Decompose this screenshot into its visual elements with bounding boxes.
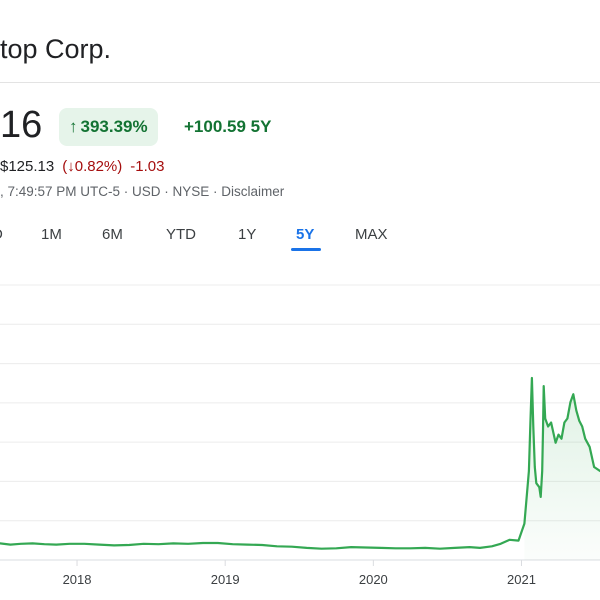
price-line [0, 376, 600, 550]
tab-max[interactable]: MAX [355, 226, 388, 243]
after-hours-price: $125.13 [0, 158, 55, 175]
chart-grid [0, 284, 600, 561]
x-tick-label: 2020 [359, 572, 388, 587]
change-period: 5Y [250, 117, 272, 136]
arrow-up-icon: ↑ [69, 117, 78, 136]
current-price: 16 [0, 104, 43, 146]
price-chart[interactable]: 2018 2019 2020 2021 [0, 270, 600, 600]
tab-6m[interactable]: 6M [102, 226, 123, 243]
after-hours-change-percent: (↓0.82%) [62, 158, 123, 175]
header-divider [0, 82, 600, 83]
change-percent-badge: ↑ 393.39% [59, 108, 158, 146]
tab-5y[interactable]: 5Y [296, 226, 315, 243]
change-percent-value: 393.39% [80, 117, 148, 136]
tab-1y[interactable]: 1Y [238, 226, 257, 243]
tab-1d[interactable]: D [0, 226, 3, 243]
change-abs: +100.59 5Y [184, 117, 271, 137]
quote-meta: , 7:49:57 PM UTC-5 · USD · NYSE · Discla… [0, 184, 285, 199]
range-tabs: D 1M 6M YTD 1Y 5Y MAX [0, 226, 600, 256]
arrow-down-icon: ↓ [67, 158, 75, 175]
change-abs-value: +100.59 [184, 117, 246, 136]
tab-ytd[interactable]: YTD [166, 226, 196, 243]
x-axis-ticks: 2018 2019 2020 2021 [63, 560, 536, 587]
tab-1m[interactable]: 1M [41, 226, 62, 243]
after-hours-change-percent-value: 0.82% [74, 158, 118, 175]
x-tick-label: 2021 [507, 572, 536, 587]
after-hours-change-abs: -1.03 [130, 158, 165, 175]
x-tick-label: 2019 [211, 572, 240, 587]
company-title: top Corp. [0, 34, 112, 64]
active-tab-indicator [291, 248, 321, 251]
after-hours-row: $125.13 (↓0.82%) -1.03 [0, 158, 164, 175]
x-tick-label: 2018 [63, 572, 92, 587]
